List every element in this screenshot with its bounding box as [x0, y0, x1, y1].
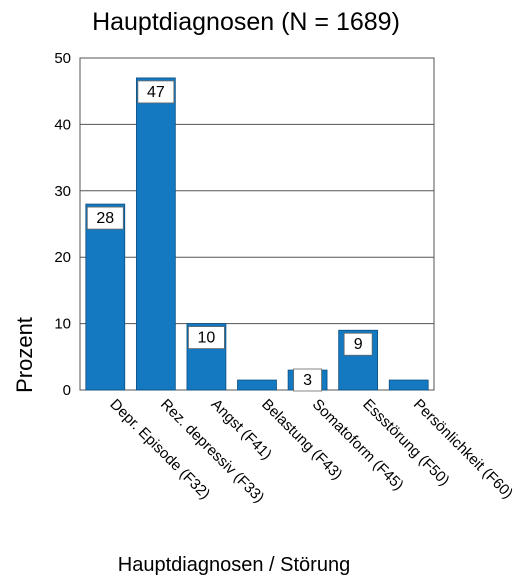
y-tick-label: 30 [54, 183, 71, 200]
x-tick-label: Somatoform (F45) [309, 396, 407, 494]
data-label: 47 [147, 84, 165, 101]
bar[interactable] [135, 77, 176, 391]
y-axis-label: Prozent [12, 317, 37, 393]
y-tick-label: 0 [63, 382, 71, 399]
y-tick-label: 40 [54, 116, 71, 133]
data-label: 10 [198, 330, 216, 347]
data-label-box [188, 326, 225, 350]
x-tick-label: Depr. Episode (F32) [106, 396, 213, 503]
data-label: 28 [96, 210, 114, 227]
plot-frame [79, 57, 435, 391]
bar[interactable] [85, 203, 126, 391]
data-label-box [86, 206, 124, 230]
chart-title: Hauptdiagnosen (N = 1689) [92, 8, 400, 36]
bar[interactable] [237, 379, 277, 391]
data-label-box [293, 368, 322, 392]
data-label-box [343, 332, 373, 356]
x-tick-label: Essstörung (F50) [359, 396, 452, 489]
data-label-box [137, 80, 175, 104]
y-tick-label: 20 [54, 249, 71, 266]
y-tick-label: 10 [54, 316, 71, 333]
bar[interactable] [388, 379, 429, 391]
y-tick-label: 50 [54, 50, 71, 67]
data-label: 9 [354, 336, 363, 353]
x-axis-label: Hauptdiagnosen / Störung [118, 554, 350, 576]
data-label: 3 [303, 372, 312, 389]
